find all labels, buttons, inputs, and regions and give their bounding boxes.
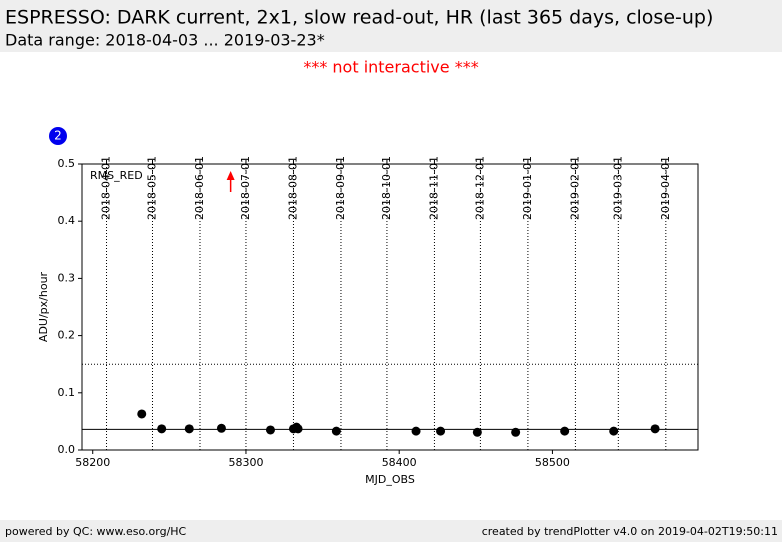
date-tick-label: 2019-01-01 <box>521 156 534 220</box>
date-tick-label: 2019-04-01 <box>659 156 672 220</box>
date-tick-label: 2018-06-01 <box>193 156 206 220</box>
y-tick-label: 0.3 <box>58 271 76 284</box>
badge-text: 2 <box>54 129 62 143</box>
date-tick-label: 2018-07-01 <box>239 156 252 220</box>
badge <box>49 127 67 145</box>
footer-right: created by trendPlotter v4.0 on 2019-04-… <box>482 525 778 538</box>
x-axis-label: MJD_OBS <box>365 473 415 486</box>
point <box>293 424 303 434</box>
title: ESPRESSO: DARK current, 2x1, slow read-o… <box>5 7 713 29</box>
plot-frame <box>81 163 699 451</box>
point <box>436 426 446 436</box>
date-tick-label: 2019-03-01 <box>611 156 624 220</box>
y-tick-label: 0.1 <box>58 386 76 399</box>
y-tick-label: 0.2 <box>58 329 76 342</box>
x-tick-label: 58400 <box>382 456 417 469</box>
point <box>265 425 275 435</box>
point <box>331 426 341 436</box>
point <box>411 426 421 436</box>
date-tick-label: 2018-11-01 <box>427 156 440 220</box>
point <box>511 427 521 437</box>
point <box>157 424 167 434</box>
point <box>216 423 226 433</box>
footer-bar <box>0 520 782 542</box>
notice: *** not interactive *** <box>303 58 478 77</box>
y-axis-label: ADU/px/hour <box>37 271 50 342</box>
date-tick-label: 2019-02-01 <box>568 156 581 220</box>
date-tick-label: 2018-12-01 <box>473 156 486 220</box>
point <box>184 424 194 434</box>
point <box>609 426 619 436</box>
series-label: RMS_RED <box>90 169 143 182</box>
footer-left: powered by QC: www.eso.org/HC <box>5 525 187 538</box>
point <box>650 424 660 434</box>
point <box>472 427 482 437</box>
subtitle: Data range: 2018-04-03 ... 2019-03-23* <box>5 31 325 50</box>
y-tick-label: 0.4 <box>58 214 76 227</box>
header-bar <box>0 0 782 52</box>
out-of-range-arrowhead <box>226 171 235 180</box>
x-tick-label: 58200 <box>75 456 110 469</box>
date-tick-label: 2018-05-01 <box>145 156 158 220</box>
point <box>137 409 147 419</box>
x-tick-label: 58300 <box>228 456 263 469</box>
point <box>560 426 570 436</box>
date-tick-label: 2018-10-01 <box>380 156 393 220</box>
date-tick-label: 2018-04-01 <box>100 156 113 220</box>
date-tick-label: 2018-08-01 <box>286 156 299 220</box>
x-tick-label: 58500 <box>535 456 570 469</box>
y-tick-label: 0.5 <box>58 157 76 170</box>
y-tick-label: 0.0 <box>58 443 76 456</box>
date-tick-label: 2018-09-01 <box>334 156 347 220</box>
